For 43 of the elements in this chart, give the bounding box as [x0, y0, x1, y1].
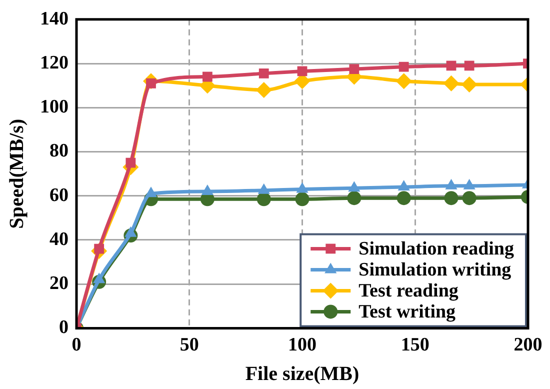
legend-label: Test reading [358, 280, 459, 302]
point [398, 180, 410, 191]
point [202, 72, 212, 82]
legend-label: Simulation writing [358, 260, 512, 281]
point [347, 191, 362, 206]
point [349, 64, 360, 74]
point [443, 75, 460, 92]
x-tick-label: 200 [514, 334, 542, 356]
point [297, 66, 308, 76]
point [93, 272, 106, 284]
y-tick-label: 100 [40, 96, 68, 118]
x-axis-title: File size(MB) [245, 363, 360, 386]
y-tick-label: 80 [50, 140, 68, 162]
x-tick-label: 50 [180, 334, 199, 356]
point [464, 60, 474, 71]
point [124, 226, 137, 237]
point [296, 182, 308, 193]
point [258, 68, 269, 78]
x-tick-label: 100 [288, 334, 316, 356]
point [126, 158, 136, 168]
x-tick-label: 150 [400, 334, 430, 356]
point [396, 73, 412, 90]
legend-label: Test writing [358, 302, 456, 323]
point [295, 192, 310, 206]
y-tick-label: 140 [40, 8, 68, 30]
legend-label: Simulation reading [358, 238, 514, 260]
y-tick-label: 60 [50, 184, 68, 206]
y-tick-label: 40 [50, 228, 68, 250]
y-axis-title: Speed(MB/s) [6, 118, 28, 229]
point [461, 76, 478, 92]
point [462, 191, 476, 206]
point [348, 181, 360, 192]
point [398, 62, 409, 72]
point [256, 82, 272, 98]
point [144, 186, 158, 198]
point [256, 192, 271, 206]
y-tick-label: 0 [59, 317, 68, 338]
y-tick-label: 20 [50, 272, 68, 294]
y-tick-label: 120 [40, 52, 68, 74]
point [396, 191, 411, 206]
x-tick-label: 0 [72, 334, 82, 356]
point [444, 191, 458, 206]
point [446, 60, 456, 71]
